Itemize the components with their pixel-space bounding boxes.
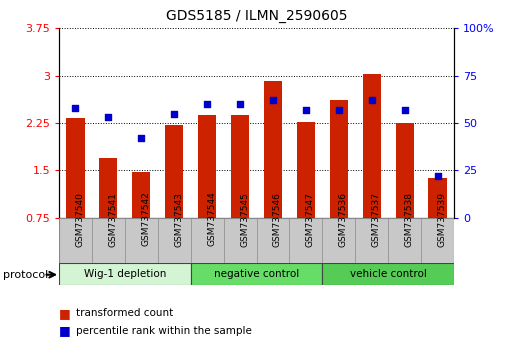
- Point: [334, 107, 343, 113]
- Bar: [330, 100, 348, 218]
- Point: [137, 135, 145, 141]
- Bar: [428, 178, 447, 218]
- Point: [433, 173, 442, 179]
- Point: [236, 101, 244, 107]
- Bar: [231, 115, 249, 218]
- Bar: [322, 263, 454, 285]
- Point: [302, 107, 310, 113]
- Text: GSM737541: GSM737541: [108, 192, 117, 246]
- Text: GSM737536: GSM737536: [339, 192, 348, 247]
- Text: GDS5185 / ILMN_2590605: GDS5185 / ILMN_2590605: [166, 9, 347, 23]
- Text: GSM737543: GSM737543: [174, 192, 183, 246]
- Bar: [165, 125, 183, 218]
- Text: vehicle control: vehicle control: [350, 269, 427, 279]
- Bar: [191, 263, 322, 285]
- Point: [269, 97, 277, 103]
- Text: GSM737540: GSM737540: [75, 192, 85, 246]
- Text: GSM737539: GSM737539: [438, 192, 446, 247]
- Text: protocol: protocol: [3, 270, 48, 280]
- Text: GSM737545: GSM737545: [240, 192, 249, 246]
- Bar: [100, 158, 117, 218]
- Bar: [396, 123, 413, 218]
- Bar: [132, 172, 150, 218]
- Bar: [297, 122, 315, 218]
- Point: [368, 97, 376, 103]
- Text: GSM737537: GSM737537: [372, 192, 381, 247]
- Bar: [264, 81, 282, 218]
- Text: GSM737538: GSM737538: [405, 192, 413, 247]
- Point: [104, 114, 112, 120]
- Point: [170, 111, 179, 116]
- Text: ■: ■: [59, 325, 71, 337]
- Text: GSM737547: GSM737547: [306, 192, 315, 246]
- Text: transformed count: transformed count: [76, 308, 173, 318]
- Text: GSM737542: GSM737542: [141, 192, 150, 246]
- Text: ■: ■: [59, 307, 71, 320]
- Bar: [363, 74, 381, 218]
- Text: negative control: negative control: [214, 269, 299, 279]
- Point: [71, 105, 80, 111]
- Bar: [59, 263, 191, 285]
- Text: percentile rank within the sample: percentile rank within the sample: [76, 326, 252, 336]
- Bar: [198, 115, 216, 218]
- Bar: [66, 118, 85, 218]
- Text: GSM737546: GSM737546: [273, 192, 282, 246]
- Text: GSM737544: GSM737544: [207, 192, 216, 246]
- Point: [203, 101, 211, 107]
- Text: Wig-1 depletion: Wig-1 depletion: [84, 269, 166, 279]
- Point: [401, 107, 409, 113]
